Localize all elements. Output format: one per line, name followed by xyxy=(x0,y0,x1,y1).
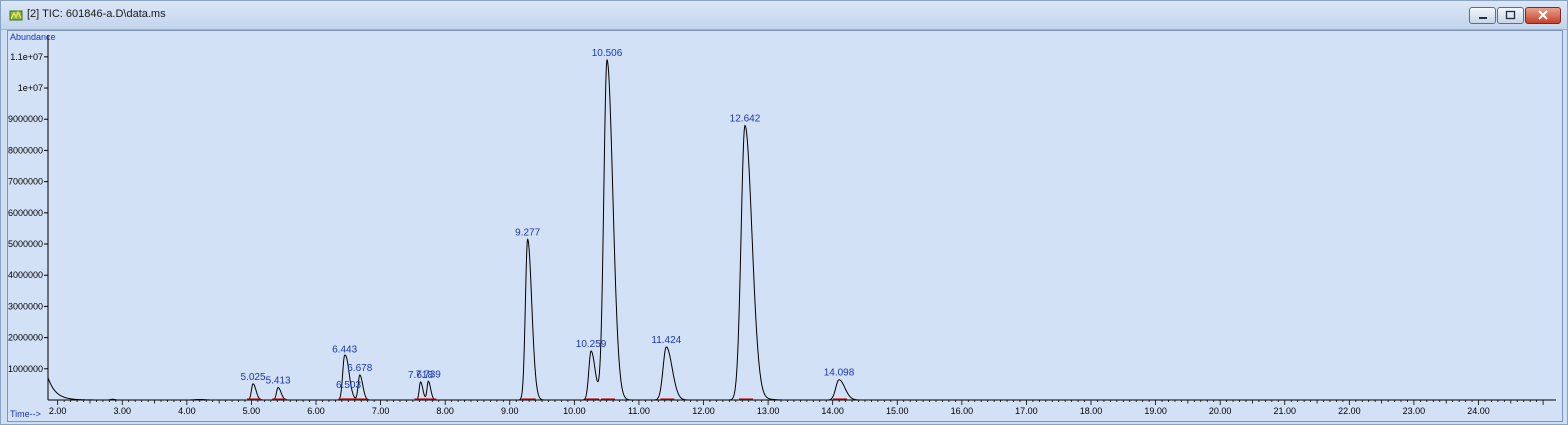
title-bar[interactable]: [2] TIC: 601846-a.D\data.ms xyxy=(1,1,1567,30)
x-tick-label: 17.00 xyxy=(1015,406,1038,416)
y-tick-label: 6000000 xyxy=(8,208,43,218)
chromatogram-plot[interactable]: Abundance Time--> 1000000 2000000 3000000 4… xyxy=(7,30,1563,422)
y-tick-label: 3000000 xyxy=(8,301,43,311)
peak-label: 14.098 xyxy=(824,368,855,379)
x-tick-label: 20.00 xyxy=(1209,406,1232,416)
peak-label: 11.424 xyxy=(651,335,681,346)
y-tick-label: 1e+07 xyxy=(18,83,43,93)
chromatogram-svg: 1000000 2000000 3000000 4000000 5000000 60000… xyxy=(8,35,1556,416)
x-tick-label: 24.00 xyxy=(1467,406,1490,416)
peak-label: 6.678 xyxy=(347,363,372,374)
x-tick-label: 7.00 xyxy=(372,406,390,416)
x-tick-label: 2.00 xyxy=(49,406,67,416)
y-tick-label: 9000000 xyxy=(8,114,43,124)
y-tick-label: 1.1e+07 xyxy=(10,52,43,62)
y-tick-label: 1000000 xyxy=(8,364,43,374)
x-tick-label: 18.00 xyxy=(1080,406,1103,416)
x-tick-label: 12.00 xyxy=(692,406,715,416)
y-tick-label: 7000000 xyxy=(8,177,43,187)
peak-label: 6.443 xyxy=(332,344,357,355)
maximize-button[interactable] xyxy=(1497,7,1524,24)
x-tick-label: 23.00 xyxy=(1403,406,1426,416)
maximize-icon xyxy=(1505,10,1516,20)
peak-label: 10.259 xyxy=(576,339,607,350)
x-tick-label: 5.00 xyxy=(243,406,261,416)
minimize-icon xyxy=(1479,17,1487,19)
y-tick-label: 5000000 xyxy=(8,239,43,249)
x-tick-label: 19.00 xyxy=(1144,406,1167,416)
x-tick-label: 21.00 xyxy=(1273,406,1296,416)
peak-label: 7.739 xyxy=(416,369,441,380)
chromatogram-icon xyxy=(9,10,23,21)
peak-label: 5.025 xyxy=(241,372,266,383)
peak-label: 9.277 xyxy=(515,227,540,238)
x-tick-label: 8.00 xyxy=(436,406,454,416)
close-icon xyxy=(1538,10,1548,20)
x-tick-label: 13.00 xyxy=(757,406,780,416)
x-tick-label: 9.00 xyxy=(501,406,519,416)
x-tick-label: 14.00 xyxy=(821,406,844,416)
y-tick-label: 2000000 xyxy=(8,333,43,343)
minimize-button[interactable] xyxy=(1469,7,1496,24)
x-tick-label: 6.00 xyxy=(307,406,325,416)
peak-label: 6.503 xyxy=(336,380,361,391)
window-title: [2] TIC: 601846-a.D\data.ms xyxy=(27,8,166,20)
peak-label: 5.413 xyxy=(266,376,291,387)
y-tick-label: 4000000 xyxy=(8,270,43,280)
x-tick-label: 22.00 xyxy=(1338,406,1361,416)
peak-label: 7.618 xyxy=(408,370,433,381)
close-button[interactable] xyxy=(1525,7,1561,24)
x-axis-label: Time--> xyxy=(10,409,41,419)
tic-trace xyxy=(47,58,930,401)
x-tick-label: 16.00 xyxy=(951,406,974,416)
x-tick-label: 15.00 xyxy=(886,406,909,416)
y-axis-label: Abundance xyxy=(10,32,56,42)
x-tick-label: 3.00 xyxy=(114,406,132,416)
x-tick-label: 10.00 xyxy=(563,406,586,416)
peak-label: 10.506 xyxy=(592,48,623,59)
y-tick-label: 8000000 xyxy=(8,145,43,155)
x-tick-label: 11.00 xyxy=(628,406,650,416)
peak-label: 12.642 xyxy=(730,113,761,124)
x-tick-label: 4.00 xyxy=(178,406,196,416)
